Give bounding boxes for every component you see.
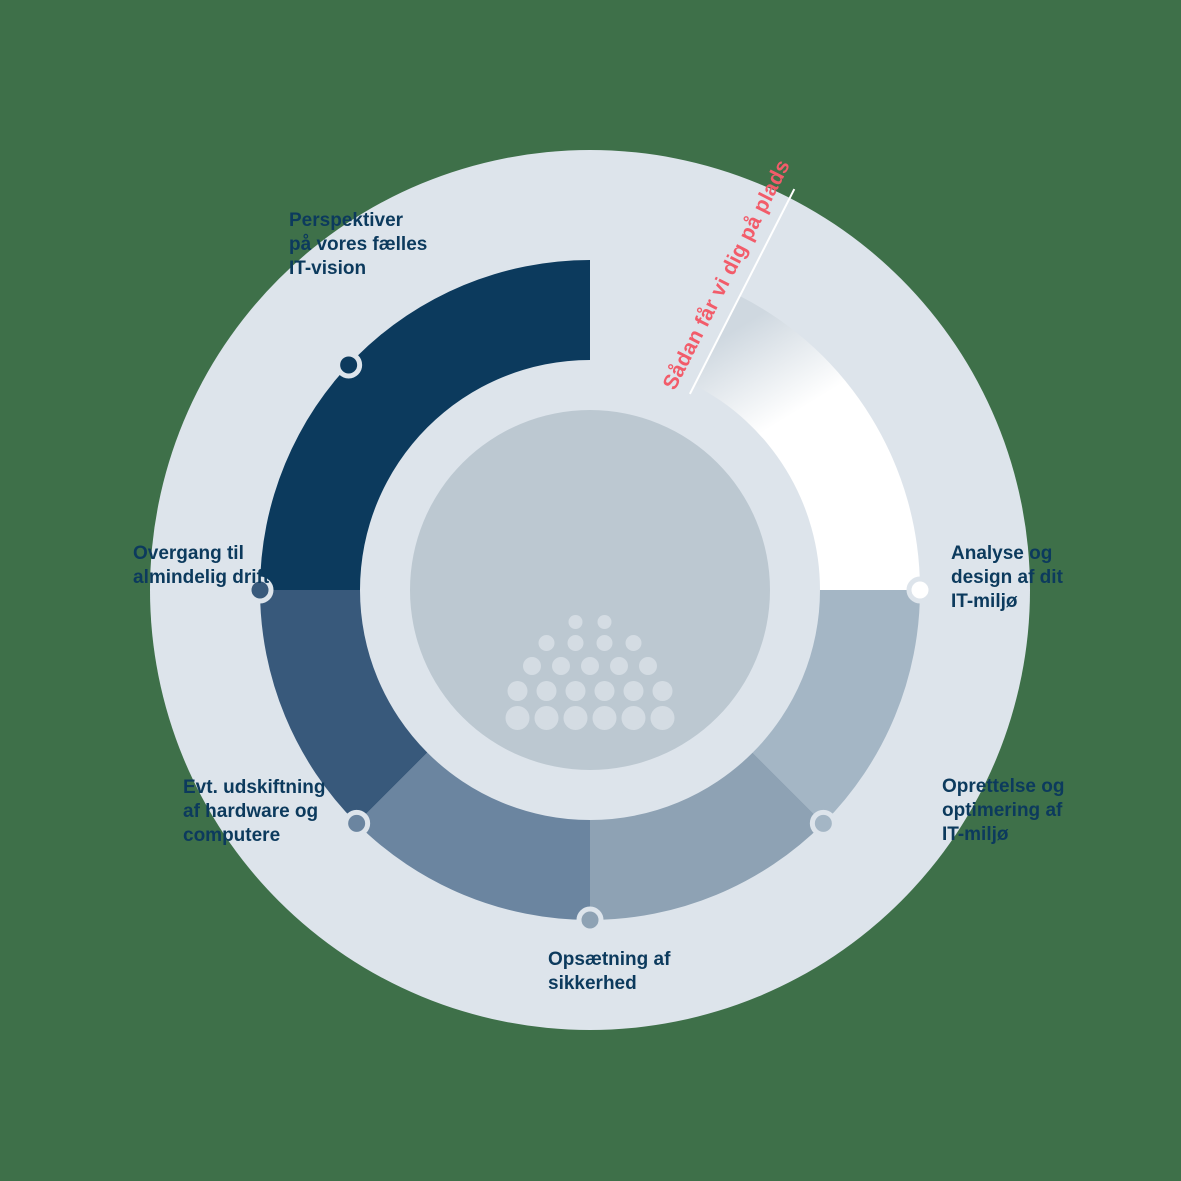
segment-marker-1 (812, 812, 834, 834)
pattern-dot (539, 635, 555, 651)
pattern-dot (566, 681, 586, 701)
pattern-dot (653, 681, 673, 701)
segment-marker-4 (249, 579, 271, 601)
segment-marker-3 (346, 812, 368, 834)
pattern-dot (622, 706, 646, 730)
pattern-dot (639, 657, 657, 675)
pattern-dot (569, 615, 583, 629)
diagram-stage: Analyse og design af dit IT-miljøOprette… (0, 0, 1181, 1181)
pattern-dot (581, 657, 599, 675)
segment-marker-2 (579, 909, 601, 931)
center-disc (410, 410, 770, 770)
pattern-dot (537, 681, 557, 701)
pattern-dot (552, 657, 570, 675)
pattern-dot (626, 635, 642, 651)
pattern-dot (523, 657, 541, 675)
pattern-dot (564, 706, 588, 730)
pattern-dot (595, 681, 615, 701)
donut-chart (0, 0, 1181, 1181)
pattern-dot (535, 706, 559, 730)
pattern-dot (508, 681, 528, 701)
pattern-dot (598, 615, 612, 629)
segment-marker-5 (338, 354, 360, 376)
pattern-dot (506, 706, 530, 730)
pattern-dot (610, 657, 628, 675)
pattern-dot (597, 635, 613, 651)
pattern-dot (651, 706, 675, 730)
pattern-dot (593, 706, 617, 730)
pattern-dot (568, 635, 584, 651)
segment-marker-0 (909, 579, 931, 601)
pattern-dot (624, 681, 644, 701)
